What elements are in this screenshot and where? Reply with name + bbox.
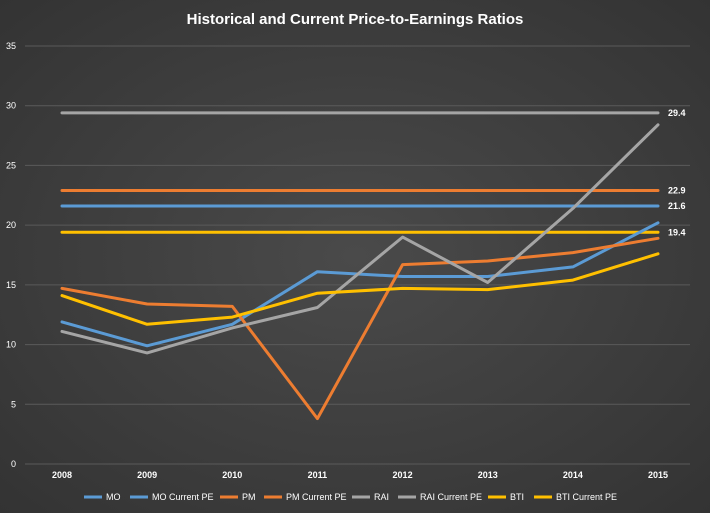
legend-label-pm-current-pe: PM Current PE bbox=[286, 492, 347, 502]
legend: MO MO Current PE PM PM Current PE RAI RAI Cur… bbox=[84, 492, 617, 502]
y-tick-label: 15 bbox=[6, 280, 16, 290]
series-line-rai bbox=[60, 123, 660, 355]
data-label-pm-current-pe: 22.9 bbox=[668, 186, 686, 196]
y-tick-label: 5 bbox=[11, 399, 16, 409]
x-tick-label: 2015 bbox=[648, 470, 668, 480]
legend-label-pm: PM bbox=[242, 492, 256, 502]
y-tick-label: 25 bbox=[6, 160, 16, 170]
legend-label-bti-current-pe: BTI Current PE bbox=[556, 492, 617, 502]
y-tick-label: 30 bbox=[6, 101, 16, 111]
series-line-pm bbox=[60, 236, 660, 421]
y-axis-ticks: 0 5 10 15 20 25 30 35 bbox=[6, 41, 16, 469]
data-label-rai-current-pe: 29.4 bbox=[668, 108, 686, 118]
x-axis-ticks: 2008 2009 2010 2011 2012 2013 2014 2015 bbox=[52, 470, 668, 480]
series-line-mo bbox=[60, 221, 660, 348]
series-lines bbox=[60, 111, 660, 421]
series-line-bti bbox=[60, 252, 660, 326]
chart-title: Historical and Current Price-to-Earnings… bbox=[187, 11, 524, 28]
legend-label-bti: BTI bbox=[510, 492, 524, 502]
x-tick-label: 2008 bbox=[52, 470, 72, 480]
legend-label-rai: RAI bbox=[374, 492, 389, 502]
x-tick-label: 2009 bbox=[137, 470, 157, 480]
x-tick-label: 2010 bbox=[222, 470, 242, 480]
data-label-bti-current-pe: 19.4 bbox=[668, 227, 686, 237]
x-tick-label: 2011 bbox=[308, 470, 328, 480]
data-label-mo-current-pe: 21.6 bbox=[668, 201, 686, 211]
grid-lines bbox=[25, 45, 690, 465]
legend-label-mo: MO bbox=[106, 492, 121, 502]
legend-label-mo-current-pe: MO Current PE bbox=[152, 492, 214, 502]
value-annotations: 21.6 22.9 29.4 19.4 bbox=[668, 108, 686, 237]
y-tick-label: 35 bbox=[6, 41, 16, 51]
y-tick-label: 0 bbox=[11, 459, 16, 469]
legend-label-rai-current-pe: RAI Current PE bbox=[420, 492, 482, 502]
y-tick-label: 10 bbox=[6, 340, 16, 350]
x-tick-label: 2014 bbox=[563, 470, 583, 480]
x-tick-label: 2013 bbox=[478, 470, 498, 480]
y-tick-label: 20 bbox=[6, 220, 16, 230]
x-tick-label: 2012 bbox=[393, 470, 413, 480]
